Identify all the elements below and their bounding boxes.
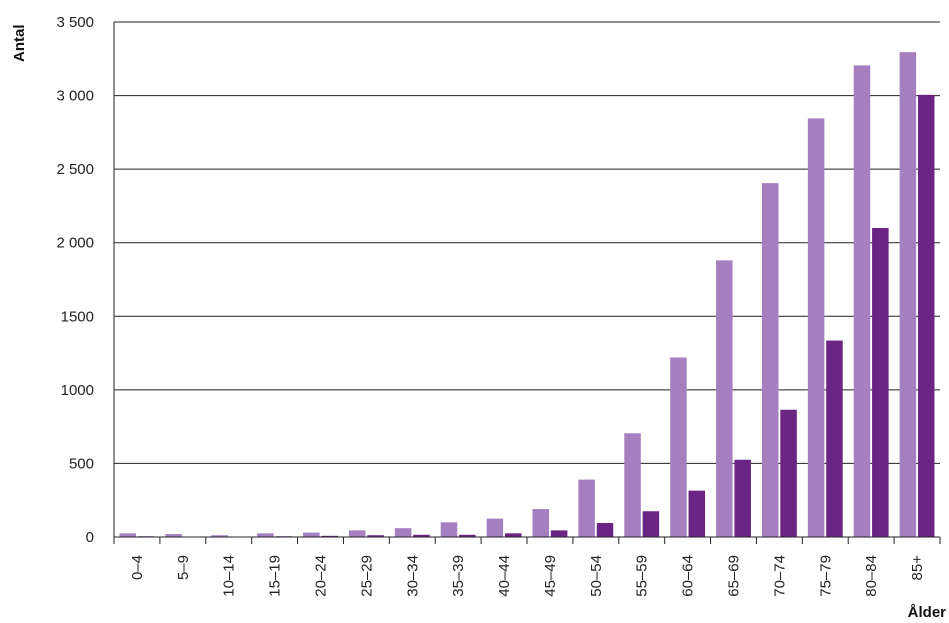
bar-2-7	[459, 534, 476, 537]
bar-1-13	[716, 260, 733, 537]
bar-2-15	[826, 340, 843, 537]
bar-2-14	[780, 409, 797, 537]
x-tick-label: 50–54	[588, 555, 605, 597]
x-tick-label: 40–44	[496, 555, 513, 597]
bar-1-7	[440, 522, 458, 537]
bars	[119, 52, 935, 537]
bar-2-13	[734, 459, 751, 537]
bar-1-16	[853, 65, 871, 537]
bar-1-11	[624, 433, 641, 537]
y-tick-label: 1500	[61, 308, 94, 325]
y-tick-label: 2 000	[56, 235, 94, 252]
y-tick-label: 3 500	[56, 14, 94, 31]
y-tick-label: 2 500	[56, 161, 94, 178]
y-tick-label: 1000	[61, 382, 94, 399]
x-tick-label: 30–34	[404, 555, 421, 597]
bar-1-9	[532, 509, 550, 537]
bar-2-6	[413, 534, 430, 537]
y-axis-label: Antal	[11, 25, 28, 63]
bar-2-11	[642, 511, 660, 537]
y-tick-labels: 0 500 1000 1500 2 000 2 500 3 000 3 500	[56, 14, 94, 546]
bar-1-3	[257, 533, 274, 537]
x-tick-label: 20–24	[313, 555, 330, 597]
bar-1-14	[761, 183, 779, 537]
bar-2-9	[550, 530, 568, 537]
x-tick-labels: 0–4 5–9 10–14 15–19 20–24 25–29 30–34 35–39 40–4…	[129, 555, 926, 597]
y-tick-label: 500	[69, 455, 94, 472]
bar-2-12	[688, 490, 706, 537]
bar-2-8	[504, 533, 522, 537]
y-tick-label: 3 000	[56, 88, 94, 105]
x-tick-label: 60–64	[680, 555, 697, 597]
x-tick-label: 65–69	[726, 555, 743, 597]
bar-1-12	[670, 357, 687, 537]
bar-2-5	[367, 535, 384, 537]
bar-1-1	[165, 534, 182, 537]
x-tick-label: 15–19	[267, 555, 284, 597]
bar-2-17	[917, 94, 935, 537]
bar-1-17	[899, 52, 917, 537]
bar-1-5	[348, 530, 366, 537]
x-tick-label: 55–59	[634, 555, 651, 597]
bar-1-2	[211, 535, 228, 537]
bar-1-15	[807, 118, 825, 537]
bar-1-8	[486, 518, 504, 537]
x-tick-label: 70–74	[771, 555, 788, 597]
x-tick-label: 10–14	[221, 555, 238, 597]
x-tick-label: 35–39	[450, 555, 467, 597]
bar-1-10	[578, 479, 595, 537]
bar-1-0	[119, 533, 137, 537]
x-tick-label: 75–79	[817, 555, 834, 597]
bar-1-4	[303, 532, 320, 537]
bar-1-6	[394, 528, 412, 537]
bar-2-10	[596, 523, 614, 537]
x-tick-label: 5–9	[175, 555, 192, 580]
x-tick-label: 80–84	[863, 555, 880, 597]
bar-2-4	[321, 535, 338, 537]
x-tick-label: 25–29	[358, 555, 375, 597]
gridlines	[114, 21, 940, 464]
bar-2-16	[872, 228, 889, 537]
y-tick-label: 0	[86, 529, 94, 546]
x-tick-label: 0–4	[129, 555, 146, 580]
x-axis-label: Ålder	[908, 604, 947, 621]
x-tick-label: 45–49	[542, 555, 559, 597]
x-tick-label: 85+	[909, 555, 926, 581]
axes	[113, 22, 941, 544]
